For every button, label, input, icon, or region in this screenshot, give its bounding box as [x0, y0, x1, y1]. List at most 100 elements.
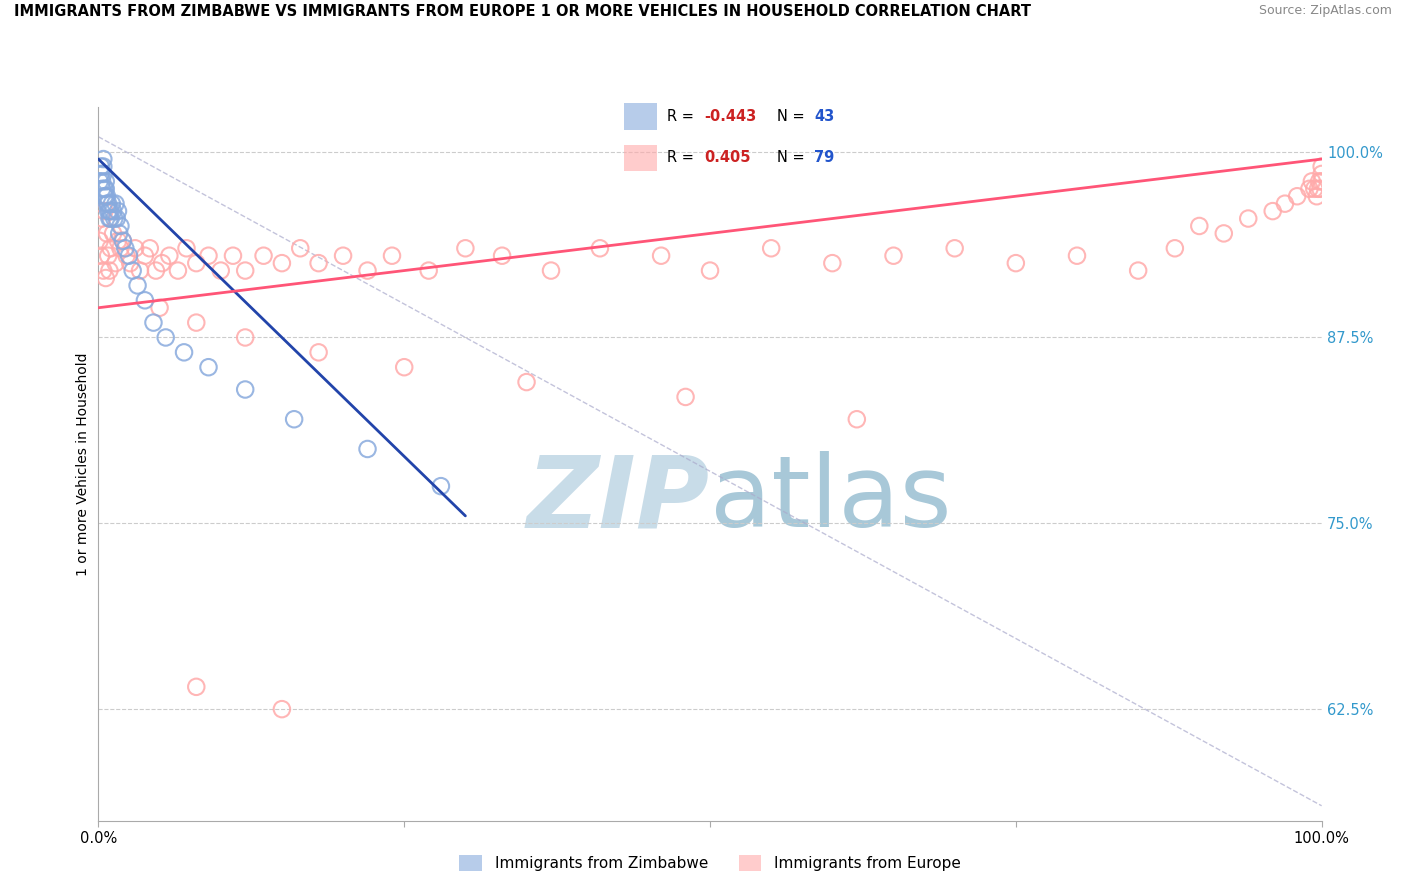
Point [392, 360, 416, 375]
Point [1286, 189, 1309, 203]
Point [96, 196, 118, 211]
Point [91, 263, 114, 277]
Point [97, 249, 120, 263]
Point [515, 375, 537, 389]
Point [94, 182, 117, 196]
Point [176, 241, 198, 255]
Point [1306, 189, 1329, 203]
Point [103, 211, 125, 226]
Point [222, 249, 245, 263]
Point [356, 442, 378, 456]
Point [115, 249, 138, 263]
Point [150, 256, 173, 270]
Text: 79: 79 [814, 151, 834, 165]
Text: atlas: atlas [710, 451, 952, 548]
Point [197, 249, 219, 263]
Point [491, 249, 513, 263]
Point [270, 702, 294, 716]
Point [97, 196, 120, 211]
Text: 43: 43 [814, 110, 834, 124]
Point [381, 249, 404, 263]
Point [91, 182, 114, 196]
Point [90, 160, 112, 174]
Point [90, 249, 112, 263]
Text: -0.443: -0.443 [704, 110, 756, 124]
Point [94, 174, 117, 188]
Point [157, 249, 180, 263]
Text: R =: R = [668, 110, 699, 124]
Text: N =: N = [776, 151, 808, 165]
Point [91, 174, 114, 188]
Point [90, 167, 112, 181]
Point [1309, 182, 1331, 196]
Point [142, 316, 165, 330]
Point [186, 680, 208, 694]
Point [98, 263, 121, 277]
Point [1306, 182, 1329, 196]
Point [110, 241, 132, 255]
Text: ZIP: ZIP [527, 451, 710, 548]
Point [93, 204, 115, 219]
Point [94, 271, 117, 285]
Point [134, 293, 156, 308]
Point [121, 263, 143, 277]
Point [883, 249, 905, 263]
Point [1212, 227, 1234, 241]
Point [139, 241, 162, 255]
Point [93, 189, 115, 203]
Point [1274, 196, 1296, 211]
Point [96, 227, 118, 241]
Text: 0.405: 0.405 [704, 151, 751, 165]
Point [118, 249, 141, 263]
Point [308, 345, 330, 359]
Point [94, 189, 117, 203]
Legend: Immigrants from Zimbabwe, Immigrants from Europe: Immigrants from Zimbabwe, Immigrants fro… [453, 849, 967, 877]
Point [233, 330, 256, 344]
Point [675, 390, 697, 404]
Point [167, 263, 190, 277]
Point [101, 196, 124, 211]
Point [89, 174, 111, 188]
Point [104, 256, 127, 270]
Point [89, 234, 111, 248]
Point [110, 219, 132, 233]
Point [91, 152, 114, 166]
Point [1298, 182, 1320, 196]
Point [105, 211, 128, 226]
Point [308, 256, 330, 270]
Point [1310, 160, 1333, 174]
Point [761, 241, 783, 255]
Y-axis label: 1 or more Vehicles in Household: 1 or more Vehicles in Household [76, 352, 90, 575]
Text: Source: ZipAtlas.com: Source: ZipAtlas.com [1258, 4, 1392, 18]
Point [943, 241, 966, 255]
Point [93, 182, 115, 196]
Point [114, 241, 136, 255]
Point [97, 204, 120, 219]
Point [155, 330, 177, 344]
Point [101, 204, 124, 219]
Point [1261, 204, 1284, 219]
Point [173, 345, 195, 359]
Point [1303, 182, 1326, 196]
Point [101, 227, 124, 241]
Point [96, 189, 118, 203]
Point [418, 263, 440, 277]
Point [356, 263, 378, 277]
Point [233, 263, 256, 277]
Point [100, 241, 122, 255]
Point [100, 211, 122, 226]
Point [209, 263, 232, 277]
Point [1004, 256, 1026, 270]
Point [108, 227, 131, 241]
Point [111, 234, 134, 248]
Point [290, 241, 312, 255]
Point [1128, 263, 1150, 277]
Point [699, 263, 721, 277]
Point [430, 479, 453, 493]
Point [91, 160, 114, 174]
Point [845, 412, 868, 426]
Point [111, 234, 134, 248]
Bar [624, 103, 657, 130]
Point [1310, 174, 1333, 188]
Point [145, 263, 167, 277]
